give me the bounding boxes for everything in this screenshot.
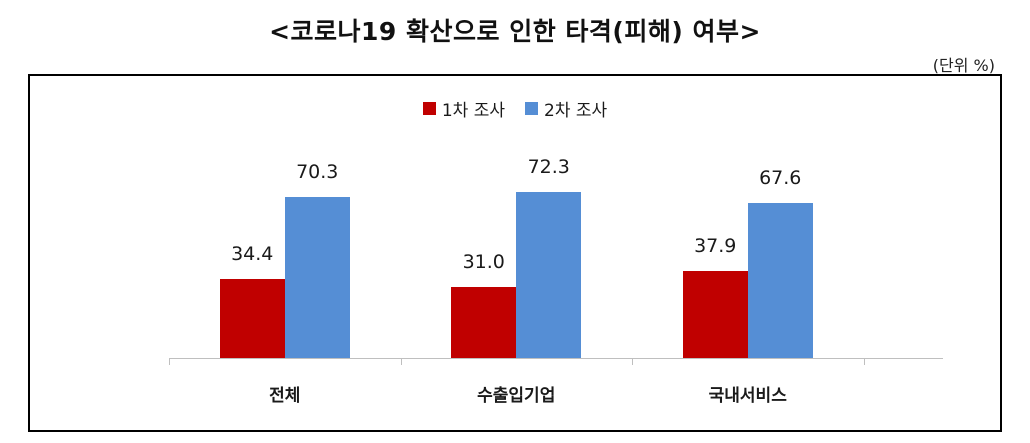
data-label: 34.4: [231, 243, 274, 266]
legend-label-series-2: 2차 조사: [544, 101, 608, 121]
legend: 1차 조사 2차 조사: [30, 96, 1000, 121]
legend-label-series-1: 1차 조사: [441, 101, 505, 121]
x-axis-line: [169, 358, 943, 359]
x-axis-tick: [169, 358, 170, 365]
x-axis-tick: [632, 358, 633, 365]
data-label: 31.0: [462, 251, 505, 273]
bar-series-2-1: [284, 197, 350, 358]
category-label: 전체: [269, 386, 301, 406]
legend-swatch-series-2: [525, 102, 538, 115]
category-label: 국내서비스: [708, 386, 787, 406]
category-label: 수출입기업: [477, 386, 556, 406]
bar-series-1-3: [682, 271, 748, 358]
x-axis-tick: [401, 358, 402, 365]
bar-series-1-2: [451, 287, 517, 358]
plot-area: 34.4 70.3 전체 31.0 72.3 수출입기업 37.9 67.6 국내서비스: [30, 76, 1000, 430]
legend-item-series-2: 2차 조사: [525, 96, 607, 121]
x-axis-tick: [864, 358, 865, 365]
data-label: 72.3: [527, 156, 570, 179]
unit-note: (단위 %): [932, 56, 995, 75]
bar-series-1-1: [219, 279, 285, 358]
bar-series-2-3: [747, 203, 813, 358]
legend-item-series-1: 1차 조사: [422, 96, 505, 121]
chart-frame: 1차 조사 2차 조사 34.4 70.3 전체 31.0 72.3 수출입기업 37.9 6…: [28, 74, 1002, 432]
bar-series-2-2: [516, 192, 582, 358]
data-label: 67.6: [759, 167, 802, 190]
chart-title: <코로나19 확산으로 인한 타격(피해) 여부>: [269, 17, 761, 46]
legend-swatch-series-1: [422, 102, 436, 115]
data-label: 37.9: [694, 235, 737, 258]
data-label: 70.3: [296, 161, 339, 183]
